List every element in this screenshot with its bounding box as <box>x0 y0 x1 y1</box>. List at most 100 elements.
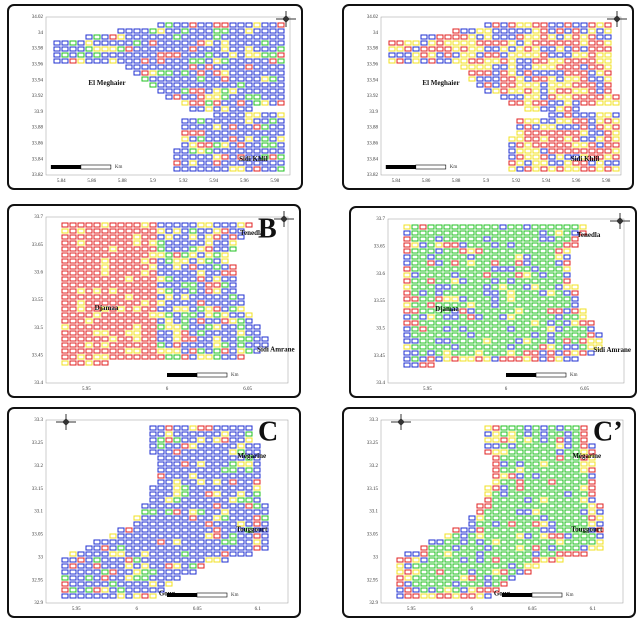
map-cell <box>452 261 458 265</box>
map-cell <box>190 540 196 544</box>
map-cell <box>453 576 459 580</box>
map-cell <box>397 47 403 51</box>
map-cell <box>254 546 260 550</box>
map-cell <box>166 498 172 502</box>
map-cell <box>254 143 260 147</box>
map-cell <box>182 83 188 87</box>
map-cell <box>421 582 427 586</box>
map-cell <box>460 237 466 241</box>
map-cell <box>134 289 140 293</box>
map-cell <box>174 546 180 550</box>
map-cell <box>533 564 539 568</box>
map-cell <box>230 35 236 39</box>
map-cell <box>190 295 196 299</box>
map-cell <box>412 327 418 331</box>
map-cell <box>437 552 443 556</box>
map-cell <box>533 468 539 472</box>
map-cell <box>102 349 108 353</box>
map-cell <box>564 333 570 337</box>
map-cell <box>86 582 92 586</box>
map-cell <box>190 277 196 281</box>
map-cell <box>564 279 570 283</box>
map-cell <box>581 53 587 57</box>
map-cell <box>525 438 531 442</box>
map-cell <box>524 309 530 313</box>
map-cell <box>493 522 499 526</box>
map-cell <box>246 325 252 329</box>
map-cell <box>525 89 531 93</box>
map-cell <box>556 333 562 337</box>
map-cell <box>541 468 547 472</box>
map-cell <box>206 319 212 323</box>
map-cell <box>230 271 236 275</box>
map-cell <box>94 355 100 359</box>
map-cell <box>404 351 410 355</box>
map-cell <box>533 432 539 436</box>
panel-letter: B <box>258 213 277 244</box>
map-cell <box>222 319 228 323</box>
map-cell <box>565 498 571 502</box>
map-panel: 33.733.6533.633.5533.533.4533.45.9566.05… <box>350 207 636 397</box>
map-cell <box>62 53 68 57</box>
map-cell <box>190 438 196 442</box>
map-cell <box>174 53 180 57</box>
map-cell <box>525 564 531 568</box>
map-cell <box>174 65 180 69</box>
map-cell <box>533 510 539 514</box>
map-cell <box>557 504 563 508</box>
map-cell <box>492 351 498 355</box>
map-cell <box>182 295 188 299</box>
map-cell <box>476 327 482 331</box>
map-cell <box>532 273 538 277</box>
y-tick-label: 33.84 <box>367 157 379 162</box>
map-cell <box>533 462 539 466</box>
map-cell <box>548 255 554 259</box>
map-cell <box>62 355 68 359</box>
map-cell <box>142 349 148 353</box>
map-cell <box>206 540 212 544</box>
map-cell <box>110 570 116 574</box>
map-cell <box>444 279 450 283</box>
map-cell <box>516 357 522 361</box>
map-cell <box>150 271 156 275</box>
map-cell <box>469 588 475 592</box>
map-cell <box>198 331 204 335</box>
map-cell <box>278 137 284 141</box>
map-cell <box>572 351 578 355</box>
map-cell <box>588 339 594 343</box>
map-cell <box>222 522 228 526</box>
map-cell <box>270 29 276 33</box>
map-cell <box>573 480 579 484</box>
map-cell <box>230 229 236 233</box>
map-cell <box>150 65 156 69</box>
map-cell <box>452 285 458 289</box>
map-cell <box>581 510 587 514</box>
map-cell <box>102 235 108 239</box>
map-cell <box>102 361 108 365</box>
map-cell <box>190 23 196 27</box>
map-cell <box>524 327 530 331</box>
x-tick-label: 5.94 <box>542 179 551 184</box>
map-cell <box>174 35 180 39</box>
map-cell <box>126 558 132 562</box>
map-cell <box>549 107 555 111</box>
map-cell <box>126 528 132 532</box>
map-cell <box>500 327 506 331</box>
map-cell <box>557 450 563 454</box>
map-cell <box>198 65 204 69</box>
map-cell <box>166 426 172 430</box>
map-cell <box>525 71 531 75</box>
map-cell <box>262 83 268 87</box>
map-cell <box>556 297 562 301</box>
map-cell <box>110 229 116 233</box>
map-cell <box>150 528 156 532</box>
map-cell <box>429 53 435 57</box>
map-cell <box>573 119 579 123</box>
map-cell <box>397 588 403 592</box>
map-cell <box>428 273 434 277</box>
map-cell <box>86 564 92 568</box>
map-cell <box>453 546 459 550</box>
map-cell <box>118 325 124 329</box>
map-cell <box>270 167 276 171</box>
map-cell <box>246 438 252 442</box>
